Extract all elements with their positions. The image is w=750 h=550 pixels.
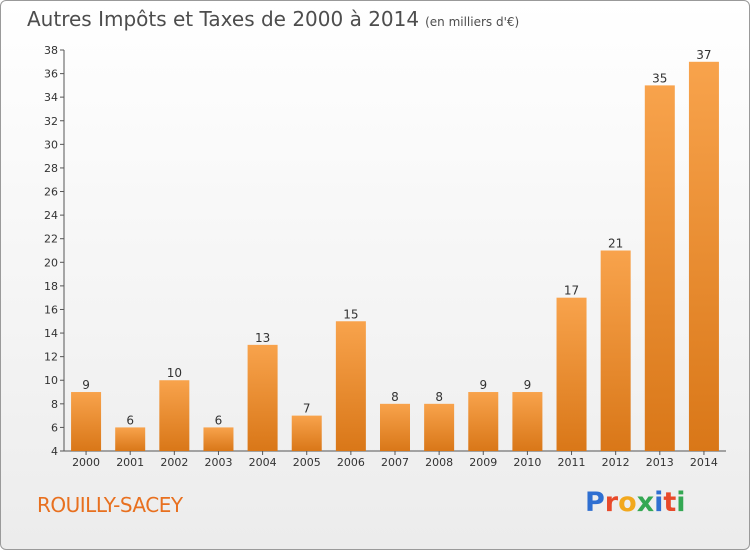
bar-2012	[600, 250, 631, 451]
bar-2010	[512, 392, 543, 451]
x-tick-label: 2014	[690, 456, 718, 469]
y-tick-label: 36	[44, 68, 58, 81]
y-tick-label: 26	[44, 186, 58, 199]
y-tick-label: 22	[44, 233, 58, 246]
y-tick-label: 14	[44, 327, 58, 340]
bar-value-label: 15	[343, 307, 358, 321]
logo-letter: t	[663, 487, 677, 518]
y-tick-label: 32	[44, 115, 58, 128]
bar-value-label: 8	[435, 390, 443, 404]
y-tick-label: 30	[44, 138, 58, 151]
y-tick-label: 38	[44, 44, 58, 57]
logo-letter: o	[618, 487, 637, 518]
x-tick-label: 2012	[602, 456, 630, 469]
y-tick-label: 20	[44, 256, 58, 269]
bar-value-label: 8	[391, 390, 399, 404]
logo-letter: i	[676, 487, 686, 518]
bar-2003	[203, 427, 234, 451]
data-labels: 9 6 10 6 13 7 15 8 8 9 9 17 21 35 37	[82, 48, 711, 428]
bar-2000	[71, 392, 102, 451]
y-tick-label: 4	[51, 445, 58, 458]
bar-value-label: 9	[82, 378, 90, 392]
bar-2002	[159, 380, 190, 451]
x-tick-label: 2003	[204, 456, 232, 469]
logo-letter: i	[654, 487, 664, 518]
y-tick-label: 10	[44, 374, 58, 387]
bar-2008	[424, 403, 455, 451]
bar-2014	[688, 61, 719, 451]
bar-value-label: 35	[652, 71, 667, 85]
x-tick-label: 2007	[381, 456, 409, 469]
bar-2005	[291, 415, 322, 451]
proxiti-logo[interactable]: Proxiti	[585, 487, 686, 518]
x-tick-label: 2008	[425, 456, 453, 469]
y-tick-label: 28	[44, 162, 58, 175]
bar-value-label: 9	[479, 378, 487, 392]
x-tick-label: 2006	[337, 456, 365, 469]
x-tick-label: 2013	[646, 456, 674, 469]
y-tick-label: 16	[44, 303, 58, 316]
y-tick-label: 18	[44, 280, 58, 293]
x-tick-label: 2009	[469, 456, 497, 469]
bar-value-label: 37	[696, 48, 711, 62]
chart-title: Autres Impôts et Taxes de 2000 à 2014 (en…	[27, 7, 519, 31]
bar-2007	[380, 403, 410, 451]
bar-value-label: 6	[126, 413, 134, 427]
bar-value-label: 21	[608, 237, 623, 251]
commune-name: ROUILLY-SACEY	[37, 493, 183, 517]
y-tick-label: 34	[44, 91, 58, 104]
bars	[71, 61, 719, 451]
y-tick-label: 12	[44, 351, 58, 364]
x-tick-label: 2010	[513, 456, 541, 469]
logo-letter: P	[585, 487, 605, 518]
bar-value-label: 7	[303, 402, 311, 416]
x-tick-label: 2000	[72, 456, 100, 469]
bar-value-label: 10	[167, 366, 182, 380]
logo-letter: x	[636, 487, 655, 518]
bar-2009	[468, 392, 499, 451]
bar-2011	[556, 297, 587, 451]
x-axis: 2000 2001 2002 2003 2004 2005 2006 2007 2008 2009…	[64, 450, 726, 469]
bar-value-label: 9	[524, 378, 532, 392]
chart-title-text: Autres Impôts et Taxes de 2000 à 2014	[27, 7, 420, 31]
y-tick-label: 6	[51, 421, 58, 434]
x-tick-label: 2002	[160, 456, 188, 469]
bar-value-label: 17	[564, 284, 579, 298]
bar-2001	[115, 427, 146, 451]
bar-2004	[247, 344, 278, 451]
x-tick-label: 2005	[293, 456, 321, 469]
y-tick-label: 24	[44, 209, 58, 222]
x-tick-label: 2001	[116, 456, 144, 469]
x-tick-label: 2011	[558, 456, 586, 469]
bar-2013	[644, 85, 675, 451]
bar-2006	[335, 321, 366, 451]
chart-subtitle: (en milliers d'€)	[425, 15, 520, 29]
x-tick-label: 2004	[249, 456, 277, 469]
logo-letter: r	[604, 487, 619, 518]
y-tick-label: 8	[51, 398, 58, 411]
bar-value-label: 13	[255, 331, 270, 345]
bar-value-label: 6	[215, 413, 223, 427]
y-axis: 4 6 8 10 12 14 16 18 20 22 24 26 28 30 32 34 36 38	[44, 44, 65, 458]
